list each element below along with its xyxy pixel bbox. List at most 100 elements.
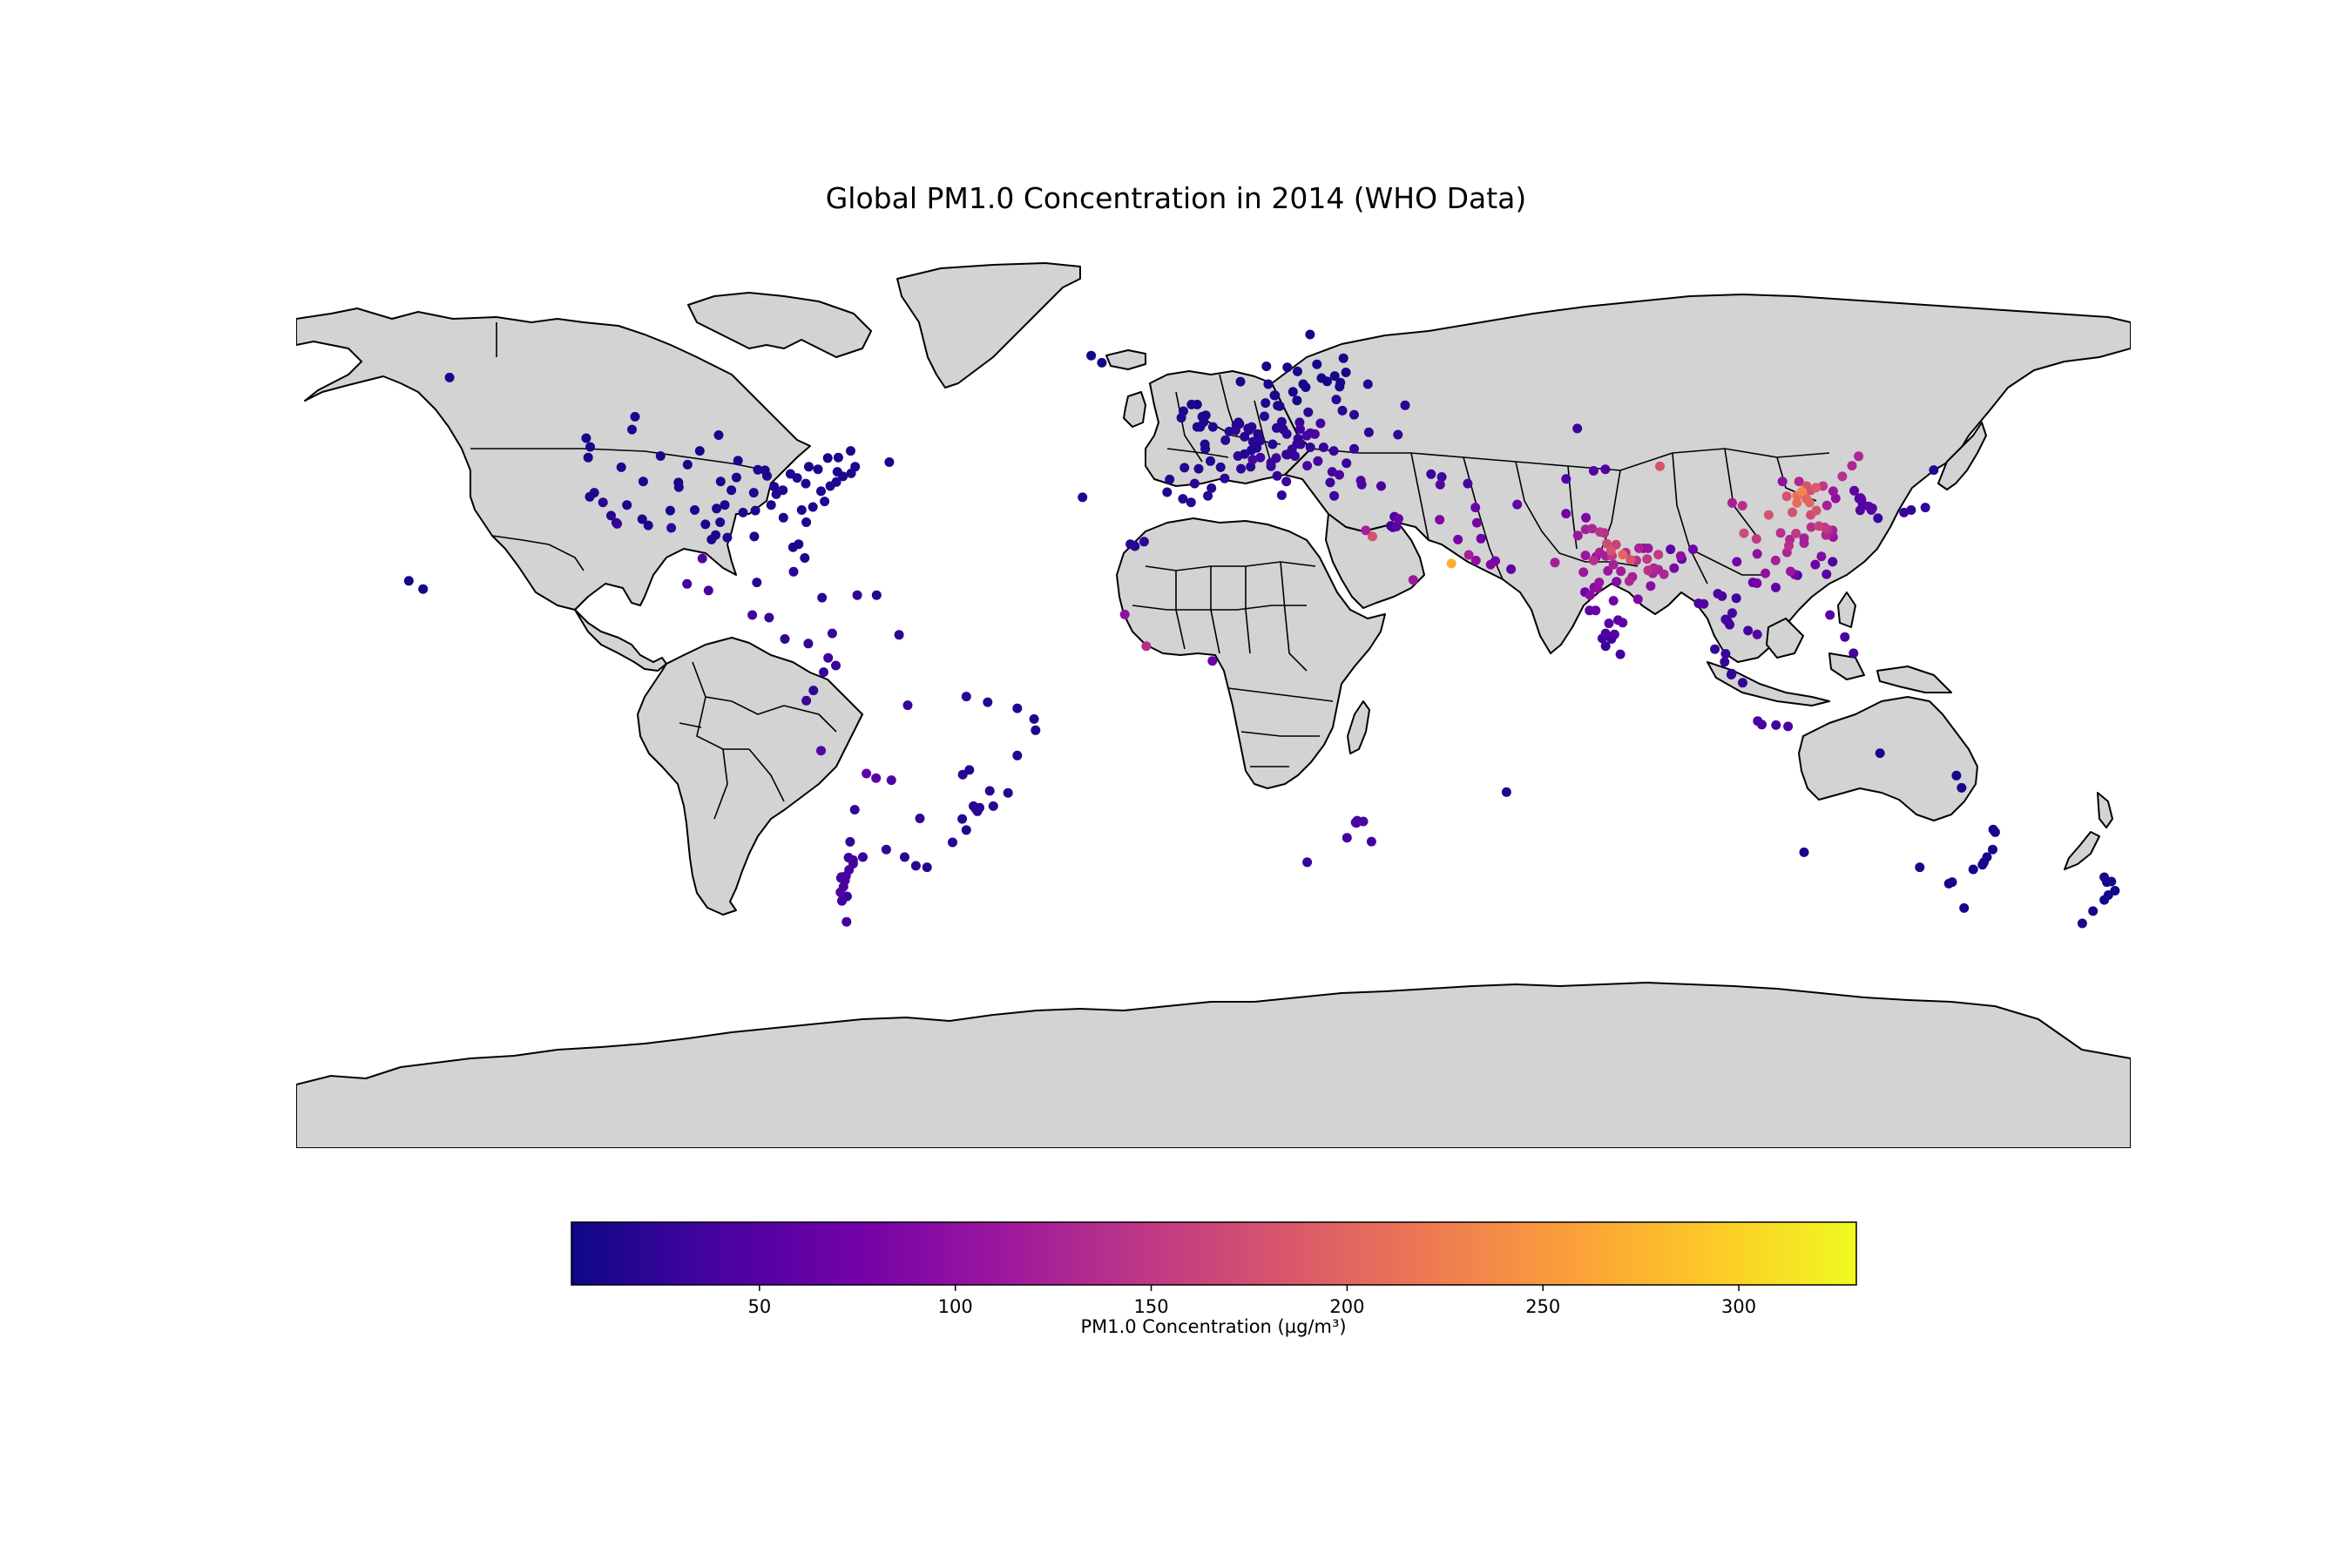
station-point [820, 497, 830, 507]
station-point [1752, 629, 1762, 639]
new-zealand-landmass [2064, 792, 2113, 870]
station-point [1600, 628, 1611, 639]
station-point [589, 488, 599, 498]
station-point [822, 453, 833, 463]
station-point [1463, 550, 1474, 560]
station-point [1215, 462, 1226, 472]
station-point [1162, 487, 1173, 497]
station-point [665, 505, 675, 516]
station-point [1561, 474, 1571, 484]
greenland-landmass [896, 262, 1081, 389]
station-point [769, 482, 780, 492]
station-point [1290, 451, 1300, 461]
station-point [1230, 425, 1240, 436]
station-point [1612, 577, 1622, 587]
station-point [1361, 525, 1371, 536]
station-point [1959, 902, 1970, 913]
station-point [886, 775, 896, 786]
arctic-islands [687, 292, 872, 358]
station-point [1318, 443, 1328, 452]
station-point [1720, 649, 1731, 659]
station-point [1585, 590, 1595, 600]
station-point [715, 476, 726, 487]
station-point [444, 372, 455, 382]
station-point [988, 801, 998, 811]
station-point [585, 442, 595, 452]
station-point [1615, 649, 1625, 659]
madagascar-landmass [1347, 700, 1370, 754]
station-point [697, 553, 707, 564]
station-point [1351, 818, 1362, 828]
station-point [1342, 458, 1352, 469]
station-point [1506, 564, 1517, 574]
station-point [713, 430, 724, 440]
station-point [1856, 494, 1867, 504]
station-point [747, 610, 758, 620]
station-point [1920, 503, 1930, 513]
station-point [1849, 485, 1860, 496]
station-point [673, 482, 684, 492]
station-point [748, 488, 759, 498]
station-point [752, 578, 762, 588]
station-point [1193, 463, 1204, 474]
station-point [1247, 436, 1258, 447]
station-point [1595, 527, 1605, 537]
japan-landmass [1937, 422, 1987, 490]
station-point [1608, 596, 1619, 606]
station-point [1603, 565, 1613, 576]
station-point [1342, 833, 1352, 843]
station-point [1713, 589, 1723, 598]
colorbar-gradient [571, 1221, 1857, 1286]
station-point [1220, 473, 1230, 483]
station-point [1335, 470, 1344, 480]
station-point [1605, 545, 1616, 556]
station-point [1906, 505, 1916, 515]
station-point [1625, 555, 1636, 565]
station-point [627, 424, 637, 435]
station-point [1356, 479, 1367, 490]
station-point [1821, 500, 1832, 510]
station-point [1915, 862, 1925, 873]
station-point [1797, 486, 1808, 497]
station-point [922, 862, 932, 873]
station-point [1220, 435, 1231, 445]
station-point [1315, 418, 1326, 429]
station-point [1988, 824, 1998, 835]
station-point [630, 411, 640, 422]
station-point [1609, 629, 1619, 639]
station-point [833, 452, 843, 463]
station-point [780, 634, 790, 644]
asia-landmass [1271, 294, 2131, 663]
station-point [1737, 501, 1747, 510]
station-point [1086, 350, 1097, 361]
station-point [715, 517, 726, 527]
station-point [1512, 499, 1523, 510]
station-point [1801, 493, 1811, 504]
station-point [1591, 605, 1601, 616]
station-point [1235, 376, 1246, 387]
station-point [1784, 541, 1794, 551]
station-point [1376, 481, 1386, 491]
colorbar-tick-label: 150 [1134, 1296, 1169, 1317]
station-point [1233, 451, 1243, 461]
station-point [1261, 362, 1272, 371]
station-point [1341, 368, 1351, 377]
station-point [1643, 543, 1653, 553]
station-point [800, 553, 810, 563]
station-point [910, 861, 921, 871]
station-point [1957, 782, 1967, 793]
station-point [1305, 329, 1315, 340]
station-point [1752, 578, 1762, 588]
station-point [1436, 472, 1447, 482]
station-point [637, 514, 647, 524]
station-point [961, 692, 971, 702]
station-point [831, 476, 841, 487]
station-point [808, 502, 818, 512]
station-point [418, 584, 429, 594]
station-point [1818, 481, 1828, 491]
station-point [852, 590, 862, 600]
station-point [813, 464, 823, 475]
station-point [1331, 395, 1342, 405]
station-point [1325, 477, 1335, 488]
station-point [1761, 568, 1771, 578]
